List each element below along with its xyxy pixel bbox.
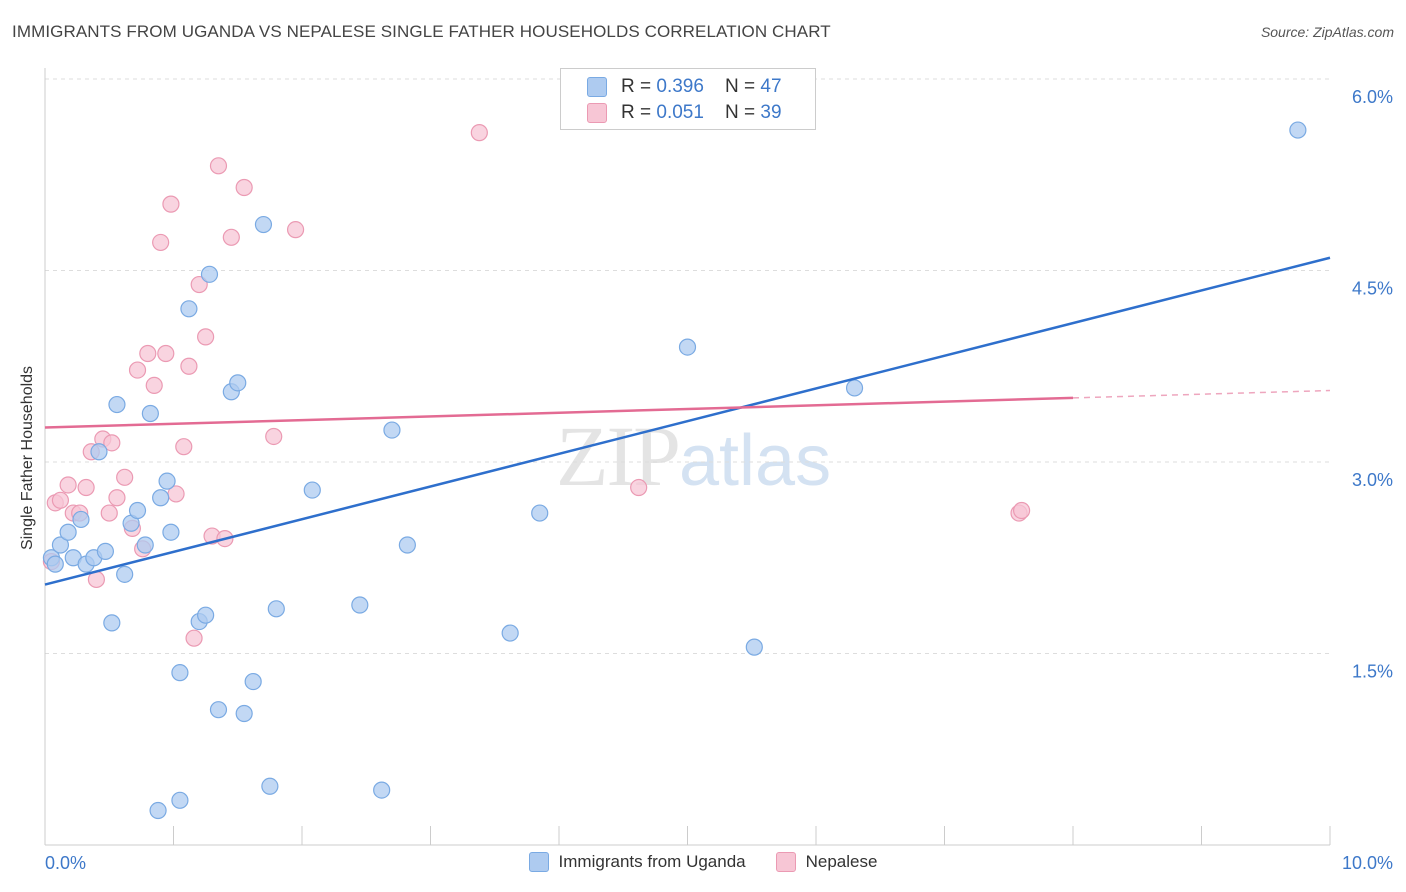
uganda-trend-line xyxy=(44,256,1331,586)
stats-swatch-nepalese xyxy=(587,103,607,123)
uganda-point xyxy=(373,781,391,799)
uganda-point xyxy=(501,624,519,642)
uganda-point xyxy=(136,536,154,554)
uganda-point xyxy=(267,600,285,618)
nepalese-point xyxy=(222,228,240,246)
uganda-point xyxy=(398,536,416,554)
x-tick-label: 10.0% xyxy=(1342,853,1393,873)
stats-r-label: R = xyxy=(621,102,657,123)
uganda-point xyxy=(1289,121,1307,139)
uganda-point xyxy=(158,472,176,490)
uganda-point xyxy=(261,777,279,795)
nepalese-point xyxy=(77,478,95,497)
nepalese-point xyxy=(235,178,253,197)
watermark-atlas: atlas xyxy=(679,421,832,501)
nepalese-point xyxy=(139,344,157,363)
stats-legend: R = 0.396 N = 47 R = 0.051 N = 39 xyxy=(560,68,816,130)
nepalese-point xyxy=(152,233,170,252)
source-credit: Source: ZipAtlas.com xyxy=(1260,24,1394,40)
uganda-point xyxy=(745,638,763,656)
uganda-point xyxy=(108,395,126,414)
nepalese-point xyxy=(103,434,121,452)
stats-swatch-uganda xyxy=(587,77,607,97)
stats-n-value-nepalese: 39 xyxy=(760,102,782,123)
nepalese-point xyxy=(180,357,198,375)
uganda-point xyxy=(235,704,253,723)
uganda-point xyxy=(171,791,189,809)
uganda-point xyxy=(46,555,64,573)
nepalese-trend-line xyxy=(44,396,1074,429)
y-tick-label: 6.0% xyxy=(1352,87,1393,107)
nepalese-point xyxy=(145,376,163,394)
stats-r-value-uganda: 0.396 xyxy=(656,76,704,97)
uganda-point xyxy=(51,536,70,554)
y-tick-label: 3.0% xyxy=(1352,470,1393,490)
nepalese-point xyxy=(265,427,283,446)
uganda-point xyxy=(197,606,215,624)
nepalese-point xyxy=(630,478,648,497)
nepalese-point xyxy=(175,438,193,456)
legend-label-nepalese: Nepalese xyxy=(805,852,878,871)
legend-swatch-nepalese xyxy=(775,852,796,872)
uganda-point xyxy=(180,300,198,318)
nepalese-point xyxy=(185,629,203,647)
stats-n-label: N = xyxy=(725,102,761,123)
uganda-point xyxy=(96,542,114,560)
nepalese-point xyxy=(108,489,126,507)
uganda-point xyxy=(59,523,77,541)
nepalese-point xyxy=(190,275,208,294)
x-tick-label: 0.0% xyxy=(45,853,86,873)
uganda-point xyxy=(90,443,108,461)
nepalese-point xyxy=(59,476,77,494)
legend-item-nepalese: Nepalese xyxy=(775,852,878,872)
uganda-point xyxy=(209,701,228,719)
uganda-point xyxy=(200,265,219,283)
uganda-point xyxy=(254,215,273,234)
stats-n-label: N = xyxy=(725,76,761,97)
uganda-point xyxy=(244,672,262,691)
uganda-point xyxy=(116,565,134,583)
nepalese-point xyxy=(51,491,70,509)
uganda-point xyxy=(845,379,864,397)
nepalese-point xyxy=(209,157,228,175)
nepalese-point xyxy=(157,344,175,363)
uganda-point xyxy=(103,614,121,632)
nepalese-point xyxy=(100,504,118,522)
legend-label-uganda: Immigrants from Uganda xyxy=(558,852,746,871)
nepalese-point xyxy=(197,328,215,346)
stats-n-value-uganda: 47 xyxy=(760,76,782,97)
nepalese-point xyxy=(286,221,305,239)
y-tick-label: 1.5% xyxy=(1352,662,1393,682)
series-legend: Immigrants from Uganda Nepalese xyxy=(0,852,1406,872)
chart-title: IMMIGRANTS FROM UGANDA VS NEPALESE SINGL… xyxy=(12,22,831,41)
nepalese-point xyxy=(128,361,147,379)
watermark: ZIPatlas xyxy=(556,406,831,506)
nepalese-trend-line-extension xyxy=(1072,389,1331,399)
nepalese-point xyxy=(116,468,134,486)
uganda-point xyxy=(229,374,247,392)
y-tick-label: 4.5% xyxy=(1352,279,1393,299)
uganda-point xyxy=(149,801,167,820)
nepalese-point xyxy=(1012,501,1031,520)
uganda-point xyxy=(383,421,401,439)
nepalese-point xyxy=(470,124,488,142)
uganda-point xyxy=(128,501,147,520)
stats-r-label: R = xyxy=(621,76,657,97)
uganda-point xyxy=(351,596,369,614)
uganda-point xyxy=(72,510,90,529)
uganda-point xyxy=(531,504,549,522)
uganda-point xyxy=(303,481,321,499)
uganda-point xyxy=(162,523,180,541)
uganda-point xyxy=(171,664,189,682)
uganda-point xyxy=(152,489,170,507)
nepalese-point xyxy=(162,195,180,213)
watermark-zip: ZIP xyxy=(556,408,681,504)
stats-r-value-nepalese: 0.051 xyxy=(656,102,704,123)
legend-swatch-uganda xyxy=(528,852,549,872)
uganda-point xyxy=(678,338,697,356)
uganda-point xyxy=(141,404,159,423)
legend-item-uganda: Immigrants from Uganda xyxy=(528,852,746,872)
